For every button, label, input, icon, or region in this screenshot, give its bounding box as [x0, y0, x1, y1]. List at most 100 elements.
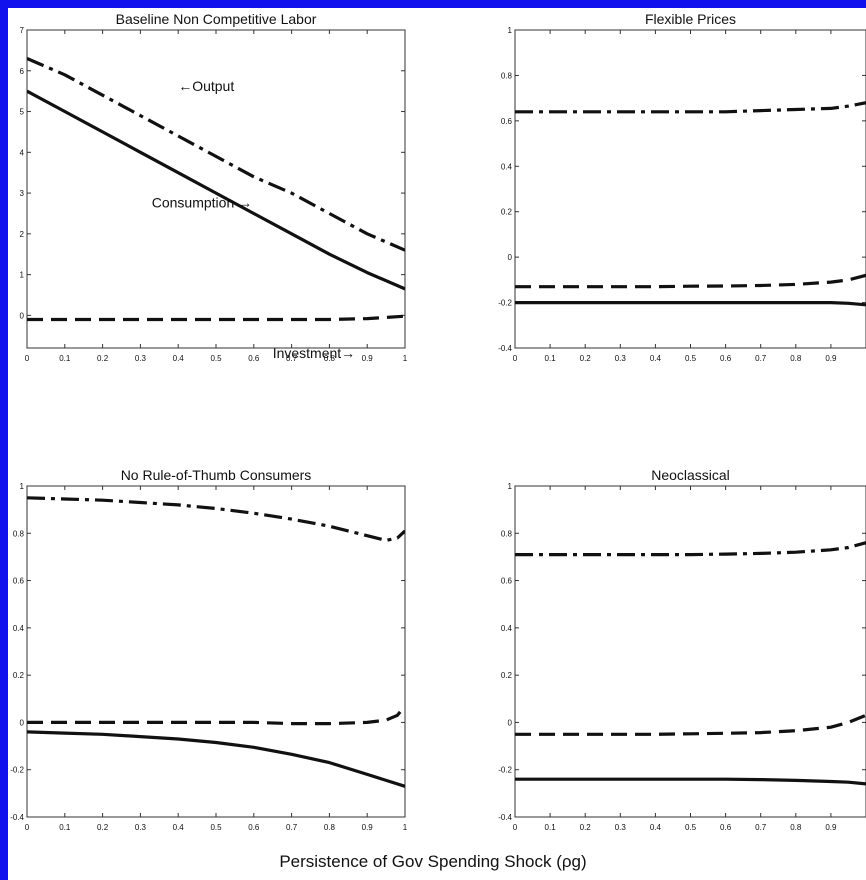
y-tick-label: 4 — [20, 148, 25, 157]
series-line-dashed — [515, 713, 866, 736]
x-tick-label: 0.1 — [59, 823, 71, 832]
chart-title: No Rule-of-Thumb Consumers — [121, 467, 312, 483]
x-tick-label: 0.5 — [685, 354, 697, 363]
y-tick-label: 0.2 — [501, 208, 513, 217]
y-tick-label: 6 — [20, 67, 25, 76]
x-tick-label: 0.4 — [173, 823, 185, 832]
annotation-label: Investment→ — [273, 345, 355, 361]
y-tick-label: 0 — [508, 718, 513, 727]
x-tick-label: 0.2 — [580, 354, 592, 363]
x-tick-label: 0.1 — [545, 354, 557, 363]
y-tick-label: 0.4 — [13, 624, 25, 633]
chart-panel-1: Baseline Non Competitive Labor 0 0.1 0.2 0.3… — [20, 11, 408, 363]
x-tick-label: 0.1 — [545, 823, 557, 832]
y-tick-label: 0.2 — [501, 671, 513, 680]
y-tick-label: 5 — [20, 108, 25, 117]
y-tick-label: 1 — [508, 26, 513, 35]
x-tick-label: 0.8 — [324, 823, 336, 832]
x-tick-label: 0.6 — [248, 823, 260, 832]
x-tick-label: 0.5 — [210, 354, 222, 363]
chart-panel-3: No Rule-of-Thumb Consumers 0 0.1 0.2 0.3 0.4 0… — [10, 467, 408, 832]
y-tick-label: -0.4 — [498, 344, 512, 353]
y-tick-label: -0.4 — [498, 813, 512, 822]
y-tick-label: 0.8 — [501, 529, 513, 538]
y-tick-label: 0.6 — [501, 117, 513, 126]
x-tick-label: 1 — [403, 354, 408, 363]
x-tick-label: 0.6 — [720, 354, 732, 363]
x-tick-label: 0 — [25, 823, 30, 832]
chart-title: Flexible Prices — [645, 11, 736, 27]
x-tick-label: 0.2 — [97, 823, 109, 832]
y-tick-label: -0.2 — [498, 299, 512, 308]
annotation-label: Consumption → — [152, 194, 252, 210]
x-tick-label: 0.9 — [362, 354, 374, 363]
x-tick-label: 0.3 — [615, 823, 627, 832]
x-tick-label: 0.7 — [286, 354, 298, 363]
y-tick-label: 0.4 — [501, 162, 513, 171]
plot-area — [514, 485, 866, 818]
series-line-dashdot — [515, 101, 866, 114]
series-line-solid — [515, 301, 866, 307]
x-tick-label: 0.8 — [790, 354, 802, 363]
y-tick-label: 1 — [20, 482, 25, 491]
series-line-solid — [515, 777, 866, 786]
x-tick-label: 0.9 — [825, 823, 837, 832]
x-tick-label: 0.7 — [286, 823, 298, 832]
chart-title: Neoclassical — [651, 467, 730, 483]
x-tick-label: 0.4 — [650, 823, 662, 832]
y-tick-label: 0 — [20, 718, 25, 727]
x-tick-label: 0.3 — [135, 354, 147, 363]
x-tick-label: 0 — [25, 354, 30, 363]
plot-area — [514, 29, 866, 349]
y-tick-label: 0.2 — [13, 671, 25, 680]
series-line-dashed — [515, 273, 866, 289]
x-tick-label: 0.9 — [362, 823, 374, 832]
y-tick-label: 0 — [508, 253, 513, 262]
y-tick-label: 0.4 — [501, 624, 513, 633]
x-tick-label: 0.6 — [248, 354, 260, 363]
chart-panel-4: Neoclassical 0 0.1 0.2 0.3 0.4 0.5 0.6 0.7 0.8 0.9… — [498, 467, 866, 832]
x-tick-label: 0.8 — [324, 354, 336, 363]
y-tick-label: 0 — [20, 311, 25, 320]
series-line-dashdot — [27, 496, 405, 543]
x-tick-label: 0.6 — [720, 823, 732, 832]
annotation-label: ←Output — [178, 78, 234, 94]
x-tick-label: 0.3 — [135, 823, 147, 832]
x-tick-label: 0.2 — [580, 823, 592, 832]
y-tick-label: 0.8 — [501, 71, 513, 80]
y-tick-label: -0.4 — [10, 813, 24, 822]
series-line-consumption — [27, 89, 405, 291]
series-line-solid — [27, 730, 405, 788]
series-line-dashed — [27, 704, 405, 726]
x-tick-label: 0.9 — [825, 354, 837, 363]
x-tick-label: 0 — [513, 354, 518, 363]
y-tick-label: 0.6 — [501, 577, 513, 586]
y-tick-label: -0.2 — [10, 766, 24, 775]
y-tick-label: 0.8 — [13, 529, 25, 538]
figure-x-axis-label: Persistence of Gov Spending Shock (ρg) — [279, 852, 587, 871]
chart-title: Baseline Non Competitive Labor — [116, 11, 317, 27]
figure-canvas: Baseline Non Competitive Labor 0 0.1 0.2 0.3… — [10, 11, 866, 832]
chart-panel-2: Flexible Prices 0 0.1 0.2 0.3 0.4 0.5 0.6 0.7 0.8… — [498, 11, 866, 363]
y-tick-label: 2 — [20, 230, 25, 239]
x-tick-label: 0.2 — [97, 354, 109, 363]
x-tick-label: 1 — [403, 823, 408, 832]
series-line-investment — [27, 314, 405, 322]
x-tick-label: 0.1 — [59, 354, 71, 363]
x-tick-label: 0.7 — [755, 354, 767, 363]
x-tick-label: 0.7 — [755, 823, 767, 832]
x-tick-label: 0.4 — [650, 354, 662, 363]
y-tick-label: 0.6 — [13, 577, 25, 586]
y-tick-label: 7 — [20, 26, 25, 35]
x-tick-label: 0.5 — [685, 823, 697, 832]
x-tick-label: 0.5 — [210, 823, 222, 832]
y-tick-label: 3 — [20, 189, 25, 198]
y-tick-label: 1 — [20, 271, 25, 280]
y-tick-label: -0.2 — [498, 766, 512, 775]
x-tick-label: 0 — [513, 823, 518, 832]
series-line-dashdot — [515, 541, 866, 557]
series-line-output — [27, 57, 405, 252]
y-tick-label: 1 — [508, 482, 513, 491]
x-tick-label: 0.3 — [615, 354, 627, 363]
